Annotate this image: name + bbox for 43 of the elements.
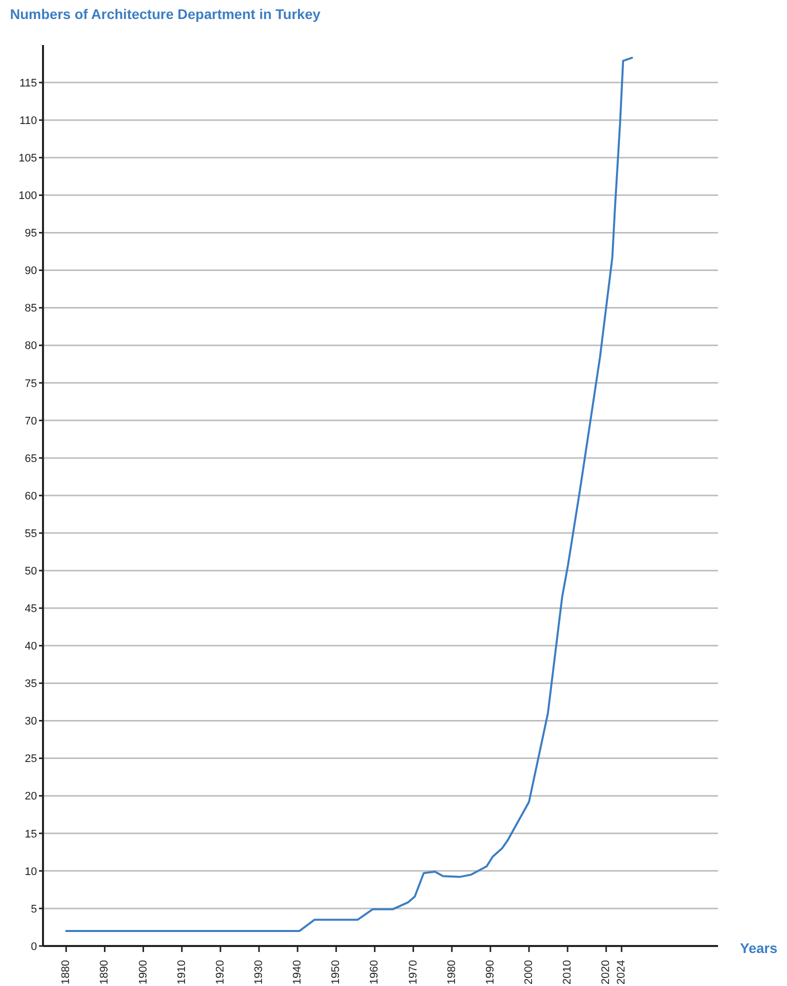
x-tick-label: 1950 (330, 960, 342, 984)
x-tick-label: 1990 (484, 960, 496, 984)
x-tick-label: 1930 (253, 960, 265, 984)
y-tick-label: 95 (24, 228, 37, 240)
y-tick-label: 15 (24, 828, 37, 840)
x-tick-label: 1970 (407, 960, 420, 984)
y-tick-label: 65 (24, 452, 37, 465)
y-tick-label: 85 (24, 302, 37, 315)
chart-title: Numbers of Architecture Department in Turkey (10, 6, 320, 22)
y-tick-label: 30 (24, 716, 37, 728)
y-tick-label: 75 (24, 378, 37, 390)
line-series (65, 56, 633, 932)
x-tick-label: 1920 (214, 960, 226, 984)
x-tick-label: 1960 (368, 960, 381, 984)
y-tick-label: 35 (24, 678, 37, 690)
x-tick-label: 1940 (292, 960, 304, 984)
y-tick-label: 20 (24, 790, 37, 803)
x-tick-label: 2020 (600, 960, 612, 984)
y-tick-label: 115 (19, 77, 37, 90)
x-tick-label: 2000 (523, 960, 535, 984)
x-axis-title: Years (740, 940, 778, 956)
y-tick-label: 60 (24, 490, 37, 502)
x-tick-label: 1980 (446, 960, 458, 984)
y-tick-label: 25 (24, 753, 37, 766)
y-tick-label: 55 (24, 528, 37, 540)
y-tick-label: 105 (18, 152, 37, 165)
y-tick-label: 70 (24, 415, 37, 428)
x-tick-label: 1900 (137, 960, 150, 984)
x-tick-label: 1880 (60, 960, 72, 984)
x-tick-label: 1890 (98, 960, 111, 984)
x-tick-label: 2010 (562, 960, 574, 984)
x-tick-label: 2024 (616, 960, 628, 984)
y-tick-label: 100 (18, 190, 37, 202)
y-tick-label: 110 (19, 114, 37, 127)
y-tick-label: 10 (24, 866, 37, 878)
y-tick-label: 0 (30, 940, 37, 953)
y-tick-label: 45 (24, 603, 37, 616)
y-tick-label: 90 (24, 265, 37, 278)
y-tick-label: 50 (24, 565, 37, 578)
y-tick-label: 80 (24, 340, 37, 352)
y-tick-label: 5 (30, 903, 37, 916)
y-tick-label: 40 (24, 640, 37, 653)
x-tick-label: 1910 (176, 960, 188, 984)
